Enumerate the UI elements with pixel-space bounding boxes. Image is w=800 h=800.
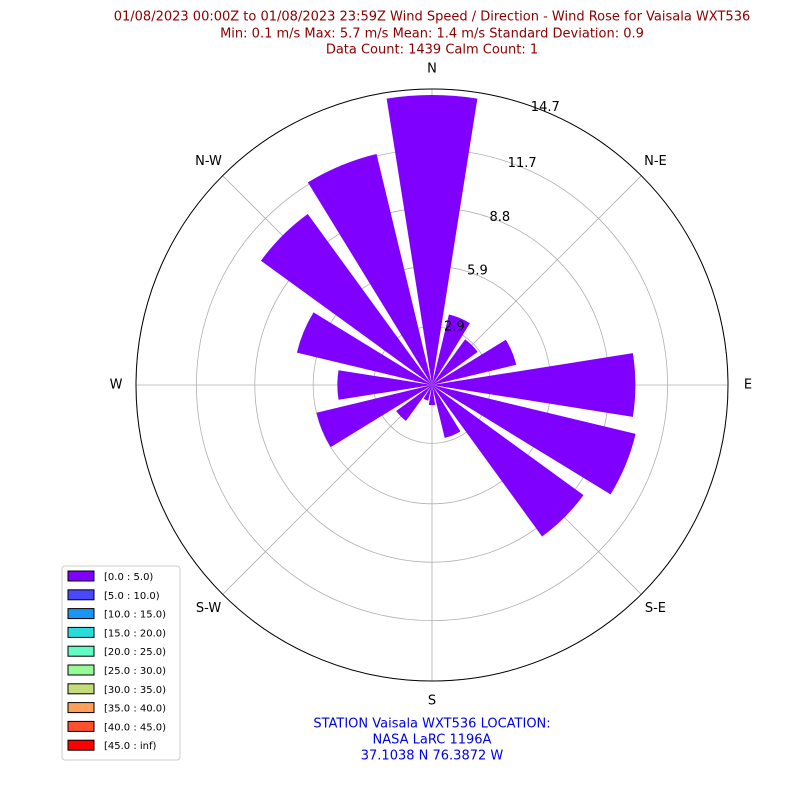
legend-label: [30.0 : 35.0) [104, 685, 166, 696]
r-tick-label: 11.7 [508, 156, 537, 171]
legend-swatch [67, 608, 95, 620]
legend-swatch [67, 720, 95, 732]
legend-swatch [67, 664, 95, 676]
legend-label: [20.0 : 25.0) [104, 647, 166, 658]
chart-subtitle: Data Count: 1439 Calm Count: 1 [326, 43, 538, 58]
wind-bar [386, 95, 478, 385]
legend-swatch [67, 645, 95, 657]
legend-label: [0.0 : 5.0) [104, 572, 153, 583]
direction-label: S-W [196, 601, 221, 616]
direction-label: N-E [644, 154, 667, 169]
direction-label: W [110, 378, 123, 393]
wind-bar [432, 339, 478, 385]
wind-bar [296, 312, 432, 385]
wind-bar [396, 385, 432, 421]
wind-bar [428, 385, 436, 406]
legend-swatch [67, 739, 95, 751]
legend-label: [40.0 : 45.0) [104, 722, 166, 733]
station-text: 37.1038 N 76.3872 W [361, 749, 504, 764]
legend-label: [45.0 : inf) [104, 741, 157, 752]
wind-bar [432, 385, 584, 537]
station-text: NASA LaRC 1196A [373, 733, 492, 748]
direction-label: E [744, 378, 752, 393]
wind-bar [432, 385, 636, 495]
chart-title: 01/08/2023 00:00Z to 01/08/2023 23:59Z W… [114, 10, 751, 25]
outer-circle [135, 88, 729, 682]
r-tick-label: 8.8 [489, 210, 510, 225]
direction-label: S [428, 694, 436, 709]
wind-bar [423, 385, 432, 401]
wind-bar [316, 385, 432, 448]
wind-bar [432, 314, 470, 385]
legend-label: [25.0 : 30.0) [104, 666, 166, 677]
r-tick-label: 5.9 [467, 264, 488, 279]
wind-bar [307, 153, 432, 385]
legend-label: [15.0 : 20.0) [104, 628, 166, 639]
wind-bar [337, 370, 432, 400]
legend-swatch [67, 589, 95, 601]
wind-bar [260, 213, 432, 385]
direction-label: N [427, 62, 437, 77]
r-tick-label: 2.9 [444, 320, 465, 335]
legend-swatch [67, 626, 95, 638]
wind-bar [432, 353, 636, 417]
legend-label: [35.0 : 40.0) [104, 704, 166, 715]
legend-swatch [67, 683, 95, 695]
legend-swatch [67, 570, 95, 582]
station-text: STATION Vaisala WXT536 LOCATION: [313, 717, 550, 732]
wind-bar [432, 339, 517, 385]
direction-label: N-W [195, 154, 222, 169]
legend-label: [10.0 : 15.0) [104, 610, 166, 621]
direction-label: S-E [645, 601, 666, 616]
grid-spoke [222, 384, 433, 595]
wind-bar [432, 385, 461, 438]
r-tick-label: 14.7 [531, 100, 560, 115]
legend-label: [5.0 : 10.0) [104, 591, 160, 602]
legend-swatch [67, 702, 95, 714]
chart-subtitle: Min: 0.1 m/s Max: 5.7 m/s Mean: 1.4 m/s … [220, 27, 644, 42]
